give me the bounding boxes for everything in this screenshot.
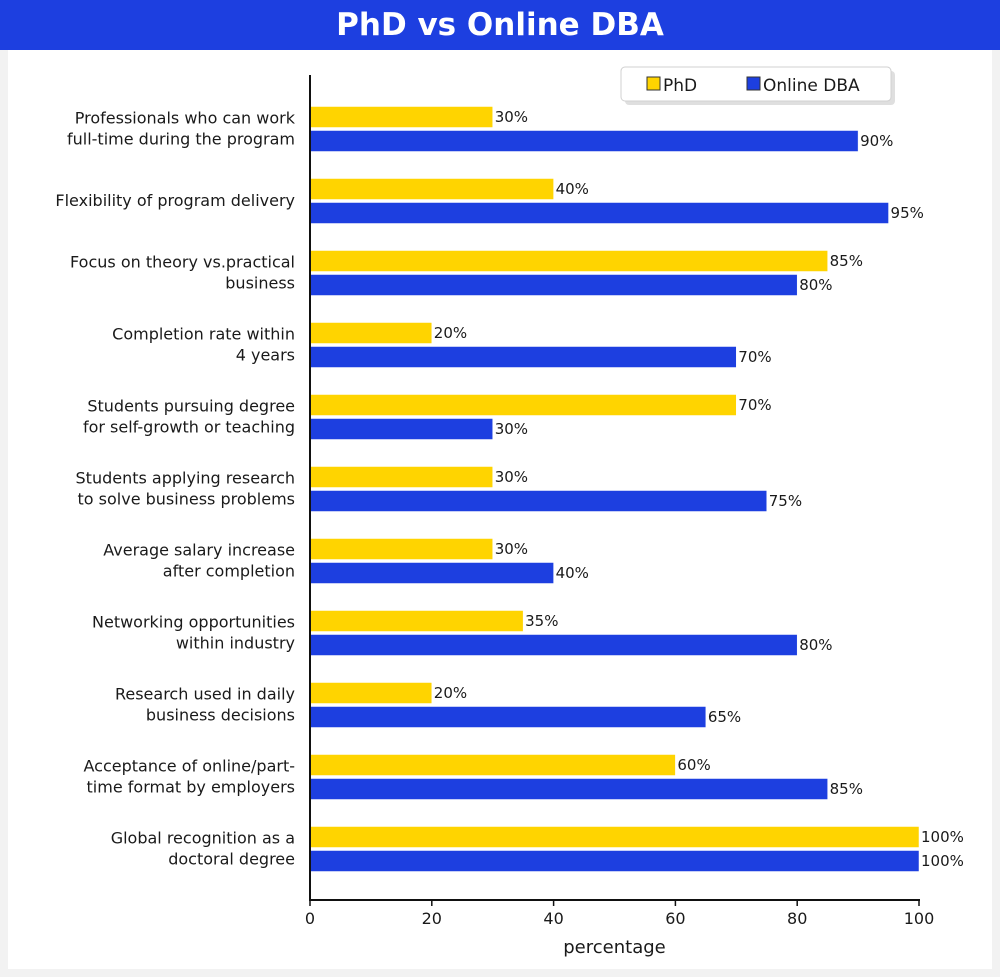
data-label-phd: 20% [434, 324, 467, 342]
data-label-phd: 30% [495, 540, 528, 558]
data-label-phd: 30% [495, 468, 528, 486]
bar-phd [309, 538, 493, 560]
category-label: Research used in daily business decisions [115, 685, 295, 725]
category-label: Flexibility of program delivery [55, 191, 295, 210]
data-label-online-dba: 40% [556, 564, 589, 582]
data-label-phd: 85% [830, 252, 863, 270]
x-axis-title: percentage [563, 937, 665, 958]
chart-title: PhD vs Online DBA [0, 0, 1000, 50]
bar-online-dba [309, 562, 554, 584]
x-tick-label: 100 [904, 909, 935, 928]
bar-phd [309, 754, 676, 776]
category-label: Students pursuing degree for self-growth … [83, 397, 295, 437]
bar-online-dba [309, 850, 920, 872]
data-label-online-dba: 70% [738, 348, 771, 366]
data-label-online-dba: 95% [891, 204, 924, 222]
category-label: Average salary increase after completion [103, 541, 295, 581]
x-tick-label: 60 [665, 909, 685, 928]
bar-phd [309, 682, 433, 704]
legend-label-online-dba: Online DBA [763, 76, 860, 96]
bar-phd [309, 610, 524, 632]
data-label-online-dba: 30% [495, 420, 528, 438]
data-label-online-dba: 85% [830, 780, 863, 798]
category-label: Global recognition as a doctoral degree [111, 829, 295, 869]
x-tick-label: 40 [543, 909, 563, 928]
legend-swatch-phd [646, 76, 661, 91]
bar-phd [309, 826, 920, 848]
data-label-phd: 30% [495, 108, 528, 126]
bar-online-dba [309, 202, 889, 224]
legend-label-phd: PhD [663, 76, 697, 96]
bar-online-dba [309, 706, 707, 728]
bar-online-dba [309, 778, 828, 800]
category-label: Acceptance of online/part-time format by… [84, 757, 296, 797]
bar-phd [309, 106, 493, 128]
bar-phd [309, 394, 737, 416]
data-label-phd: 100% [921, 828, 964, 846]
x-tick-label: 80 [787, 909, 807, 928]
category-label: Focus on theory vs.practical business [70, 253, 295, 293]
bar-phd [309, 250, 828, 272]
data-label-online-dba: 80% [799, 276, 832, 294]
data-label-phd: 70% [738, 396, 771, 414]
bar-online-dba [309, 274, 798, 296]
category-label: Professionals who can work full-time duri… [67, 109, 296, 149]
data-label-phd: 35% [525, 612, 558, 630]
bar-online-dba [309, 490, 767, 512]
bar-phd [309, 322, 433, 344]
data-label-online-dba: 65% [708, 708, 741, 726]
bar-online-dba [309, 346, 737, 368]
category-label: Completion rate within 4 years [112, 325, 295, 365]
data-label-online-dba: 80% [799, 636, 832, 654]
x-tick-label: 20 [422, 909, 442, 928]
bar-online-dba [309, 418, 493, 440]
data-label-phd: 20% [434, 684, 467, 702]
data-label-phd: 40% [556, 180, 589, 198]
bar-phd [309, 178, 554, 200]
bar-online-dba [309, 130, 859, 152]
legend-swatch-online-dba [746, 76, 761, 91]
x-tick-label: 0 [305, 909, 315, 928]
bar-phd [309, 466, 493, 488]
category-label: Networking opportunities within industry [92, 613, 295, 653]
data-label-online-dba: 90% [860, 132, 893, 150]
data-label-online-dba: 75% [769, 492, 802, 510]
category-label: Students applying research to solve busin… [76, 469, 295, 509]
data-label-phd: 60% [677, 756, 710, 774]
bar-online-dba [309, 634, 798, 656]
data-label-online-dba: 100% [921, 852, 964, 870]
